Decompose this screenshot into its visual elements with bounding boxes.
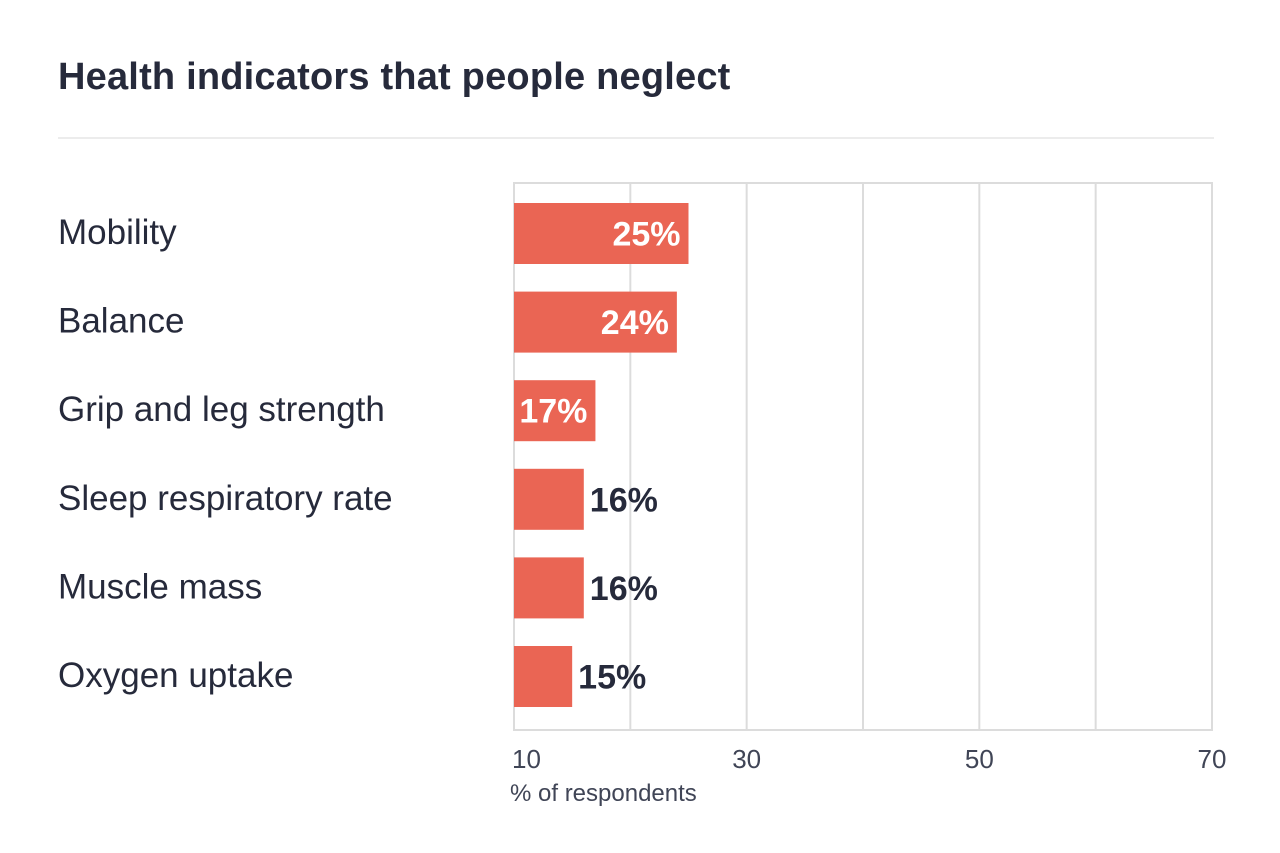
bar [514, 203, 689, 264]
category-labels: Mobility Balance Grip and leg strength Slee… [58, 213, 393, 695]
x-axis-title: % of respondents [510, 780, 697, 807]
value-label: 17% [519, 393, 587, 431]
value-label: 15% [578, 659, 646, 697]
category-label: Sleep respiratory rate [58, 479, 393, 518]
category-label: Balance [58, 302, 184, 341]
value-labels: 25% 24% 17% 16% 16% 15% [519, 216, 680, 697]
x-tick-label: 70 [1198, 744, 1227, 774]
category-label: Mobility [58, 213, 177, 252]
chart-title: Health indicators that people neglect [58, 56, 731, 98]
x-tick-label: 50 [965, 744, 994, 774]
bar [514, 291, 677, 353]
bar [514, 557, 584, 619]
value-label: 16% [590, 570, 658, 608]
x-tick-label: 30 [732, 744, 761, 774]
x-axis-ticks: 10 30 50 70 [512, 744, 1226, 774]
value-label: 25% [612, 216, 680, 254]
grid-layer [513, 182, 1213, 731]
title-divider [58, 137, 1214, 139]
bars [514, 203, 689, 707]
category-label: Oxygen uptake [58, 656, 293, 695]
value-label: 24% [601, 304, 669, 342]
x-tick-label: 10 [512, 744, 541, 774]
bar [514, 646, 573, 707]
category-label: Grip and leg strength [58, 390, 385, 429]
bar [514, 468, 584, 530]
value-label: 16% [590, 481, 658, 519]
bar [514, 380, 596, 442]
category-label: Muscle mass [58, 567, 262, 606]
